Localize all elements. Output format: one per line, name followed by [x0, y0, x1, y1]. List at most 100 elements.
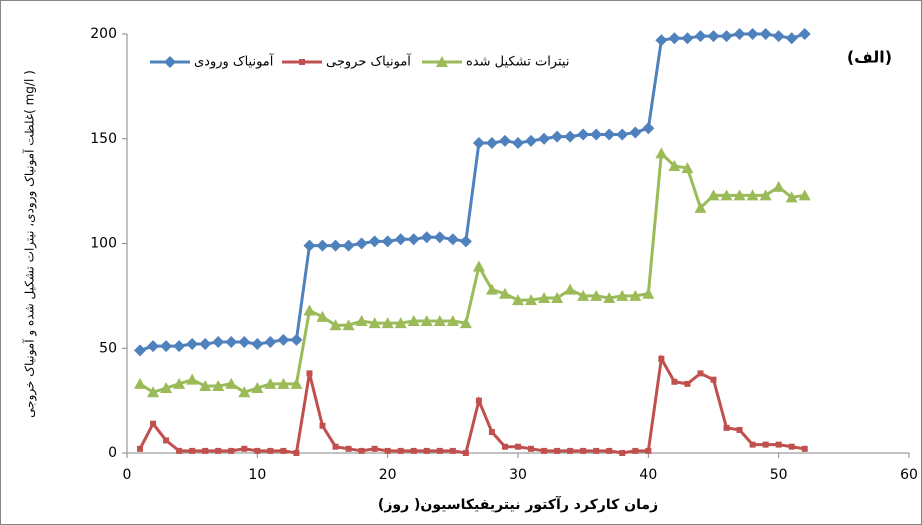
marker [580, 447, 587, 454]
legend-label: نیترات تشکیل شده [466, 55, 569, 70]
marker [420, 315, 433, 327]
y-tick-label: 50 [99, 340, 117, 356]
marker [658, 355, 665, 362]
marker [538, 291, 551, 303]
marker [749, 441, 756, 448]
marker [394, 233, 407, 246]
marker [134, 344, 147, 357]
marker [355, 315, 368, 327]
marker [228, 447, 235, 454]
marker [332, 443, 339, 450]
marker [801, 445, 808, 452]
marker [368, 317, 381, 329]
marker [163, 437, 170, 444]
y-tick-label: 150 [90, 131, 117, 147]
marker [160, 382, 173, 394]
marker [619, 450, 626, 456]
marker [694, 30, 707, 43]
marker [225, 335, 238, 348]
marker [590, 128, 603, 141]
marker [381, 317, 394, 329]
marker [472, 260, 485, 272]
marker [189, 447, 196, 454]
marker [785, 32, 798, 45]
marker [150, 420, 157, 427]
marker [512, 294, 524, 306]
marker [459, 235, 472, 248]
marker [394, 317, 407, 329]
marker [397, 447, 404, 454]
marker [238, 386, 251, 398]
marker [498, 287, 511, 299]
marker [342, 239, 355, 252]
marker [251, 338, 264, 351]
marker [528, 445, 535, 452]
marker [707, 30, 720, 43]
marker [449, 447, 456, 454]
marker [668, 159, 681, 171]
marker [564, 283, 577, 295]
marker [134, 377, 147, 389]
marker [173, 377, 186, 389]
marker [371, 445, 378, 452]
marker [241, 445, 248, 452]
marker [707, 189, 720, 201]
marker [785, 191, 798, 203]
marker [642, 122, 655, 135]
legend-marker [164, 56, 176, 68]
marker [551, 291, 564, 303]
y-tick-label: 0 [108, 445, 117, 461]
marker [720, 30, 733, 43]
marker [538, 132, 551, 145]
marker [551, 130, 564, 143]
marker [788, 443, 795, 450]
marker [407, 233, 420, 246]
marker [264, 335, 277, 348]
marker [137, 445, 144, 452]
series-line [139, 32, 806, 352]
marker [277, 377, 290, 389]
marker [577, 289, 590, 301]
marker [410, 447, 417, 454]
marker [212, 335, 225, 348]
marker [720, 189, 733, 201]
marker [342, 319, 355, 331]
x-tick-label: 40 [639, 467, 657, 483]
marker [498, 134, 511, 147]
marker [199, 338, 212, 351]
marker [433, 315, 446, 327]
marker [303, 304, 316, 316]
marker [238, 335, 251, 348]
marker [199, 379, 212, 391]
marker [459, 317, 472, 329]
marker [606, 447, 613, 454]
marker [485, 136, 498, 149]
marker [515, 443, 521, 450]
marker [759, 28, 772, 40]
marker [512, 136, 524, 149]
marker [290, 333, 303, 346]
marker [554, 447, 561, 454]
marker [645, 447, 652, 454]
y-axis-label: غلظت آمونیاک ورودی، نیترات تشکیل شده و آ… [22, 70, 38, 418]
series-line [139, 150, 805, 394]
marker [746, 28, 759, 40]
marker [202, 447, 209, 454]
marker [567, 447, 574, 454]
x-tick-label: 50 [770, 467, 788, 483]
marker [525, 294, 538, 306]
marker [186, 338, 199, 351]
marker [225, 377, 238, 389]
marker [446, 233, 459, 246]
legend-label: آمونیاک ورودی [194, 53, 275, 70]
x-tick-label: 60 [900, 467, 918, 483]
legend-label: آمونیاک حروجی [326, 53, 412, 70]
marker [762, 441, 769, 448]
y-tick-label: 100 [90, 236, 117, 252]
marker [798, 28, 811, 40]
marker [485, 283, 498, 295]
marker [407, 315, 420, 327]
marker [147, 386, 160, 398]
marker [772, 30, 785, 43]
